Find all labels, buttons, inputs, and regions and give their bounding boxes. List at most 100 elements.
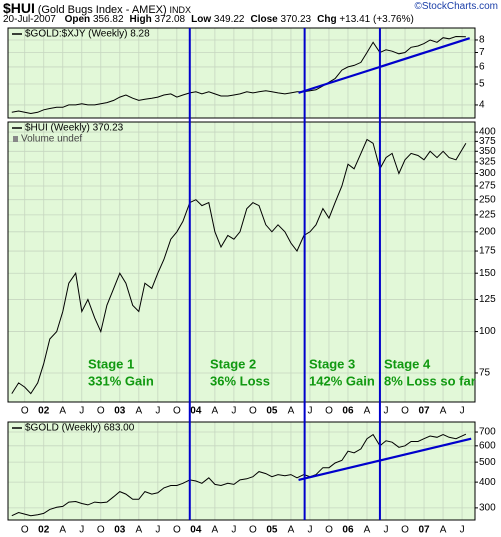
x-tick-label: O xyxy=(401,525,409,536)
x-tick-label: 06 xyxy=(342,406,354,417)
legend-label: $GOLD (Weekly) 683.00 xyxy=(25,423,135,434)
x-tick-label: J xyxy=(384,406,389,417)
x-tick-label: A xyxy=(135,525,142,536)
title-row: $HUI (Gold Bugs Index - AMEX) INDX ©Stoc… xyxy=(3,0,498,16)
symbol: $HUI xyxy=(3,0,35,16)
x-tick-label: J xyxy=(155,406,160,417)
panel-border xyxy=(7,27,476,119)
x-tick-label: 03 xyxy=(114,525,126,536)
x-tick-label: A xyxy=(440,406,447,417)
annotation-title: Stage 2 xyxy=(210,356,256,371)
x-tick-label: 02 xyxy=(38,406,50,417)
x-tick-label: J xyxy=(460,525,465,536)
x-tick-label: O xyxy=(21,406,29,417)
annotation-text: 142% Gain xyxy=(309,373,375,388)
y-tick-label: 4 xyxy=(479,100,485,111)
annotation-title: Stage 1 xyxy=(88,356,134,371)
y-tick-label: 125 xyxy=(479,294,496,305)
x-tick-label: 05 xyxy=(266,406,278,417)
annotation-text: 36% Loss xyxy=(210,373,270,388)
x-tick-label: J xyxy=(384,525,389,536)
quote-label: High xyxy=(129,14,152,25)
y-tick-label: 75 xyxy=(479,368,491,379)
y-tick-label: 600 xyxy=(479,440,496,451)
x-tick-label: A xyxy=(59,525,66,536)
x-tick-label: A xyxy=(364,525,371,536)
x-tick-label: J xyxy=(231,525,236,536)
quote-item: Close 370.23 xyxy=(251,14,312,25)
exchange: INDX xyxy=(169,5,191,15)
change-label: Chg xyxy=(317,14,337,25)
x-tick-label: O xyxy=(325,525,333,536)
x-tick-label: 07 xyxy=(418,525,430,536)
quote-value: 370.23 xyxy=(280,14,312,25)
panel-background xyxy=(8,28,475,118)
x-tick-label: O xyxy=(97,406,105,417)
change-value: +13.41 (+3.76%) xyxy=(339,14,414,25)
y-tick-label: 300 xyxy=(479,168,496,179)
x-tick-label: J xyxy=(307,406,312,417)
quote-item: High 372.08 xyxy=(130,14,186,25)
y-tick-label: 500 xyxy=(479,457,496,468)
x-tick-label: A xyxy=(212,406,219,417)
price-line xyxy=(11,433,467,517)
x-tick-label: A xyxy=(59,406,66,417)
x-tick-label: O xyxy=(173,406,181,417)
x-tick-label: O xyxy=(249,406,257,417)
quote-label: Close xyxy=(250,14,278,25)
x-tick-label: 02 xyxy=(38,525,50,536)
x-tick-label: 05 xyxy=(266,525,278,536)
x-tick-label: O xyxy=(401,406,409,417)
trendline xyxy=(298,37,471,94)
annotation-text: 331% Gain xyxy=(88,373,154,388)
y-tick-label: 225 xyxy=(479,210,496,221)
x-tick-label: J xyxy=(460,406,465,417)
x-tick-label: O xyxy=(325,406,333,417)
y-tick-label: 8 xyxy=(479,35,485,46)
header: $HUI (Gold Bugs Index - AMEX) INDX ©Stoc… xyxy=(3,0,498,25)
x-tick-label: A xyxy=(212,525,219,536)
x-tick-label: J xyxy=(79,525,84,536)
y-tick-label: 100 xyxy=(479,326,496,337)
quote-item: Low 349.22 xyxy=(191,14,244,25)
change: Chg +13.41 (+3.76%) xyxy=(317,14,414,25)
annotation-title: Stage 3 xyxy=(309,356,355,371)
quote-item: Open 356.82 xyxy=(65,14,124,25)
x-tick-label: J xyxy=(231,406,236,417)
y-tick-label: 7 xyxy=(479,47,485,58)
x-tick-label: O xyxy=(173,525,181,536)
source: ©StockCharts.com xyxy=(414,1,498,12)
price-line xyxy=(11,35,466,115)
y-tick-label: 150 xyxy=(479,268,496,279)
quote-label: Open xyxy=(64,14,91,25)
x-tick-label: 07 xyxy=(418,406,430,417)
x-tick-label: A xyxy=(135,406,142,417)
y-tick-label: 400 xyxy=(479,477,496,488)
y-tick-label: 325 xyxy=(479,157,496,168)
annotation-title: Stage 4 xyxy=(384,356,431,371)
x-tick-label: A xyxy=(288,525,295,536)
y-tick-label: 200 xyxy=(479,226,496,237)
x-tick-label: O xyxy=(249,525,257,536)
y-tick-label: 350 xyxy=(479,146,496,157)
panel-background xyxy=(8,422,475,520)
panel-border xyxy=(7,421,476,521)
x-tick-label: A xyxy=(288,406,295,417)
x-tick-label: 04 xyxy=(190,406,202,417)
x-tick-label: O xyxy=(21,525,29,536)
y-tick-label: 175 xyxy=(479,246,496,257)
y-tick-label: 400 xyxy=(479,127,496,138)
quote-label: Low xyxy=(191,14,212,25)
legend-swatch xyxy=(13,136,18,142)
x-tick-label: 06 xyxy=(342,525,354,536)
quote-value: 349.22 xyxy=(213,14,245,25)
date: 20-Jul-2007 xyxy=(3,14,56,25)
y-tick-label: 700 xyxy=(479,427,496,438)
x-tick-label: A xyxy=(440,525,447,536)
y-tick-label: 375 xyxy=(479,136,496,147)
x-tick-label: J xyxy=(79,406,84,417)
y-tick-label: 300 xyxy=(479,503,496,514)
x-tick-label: O xyxy=(97,525,105,536)
